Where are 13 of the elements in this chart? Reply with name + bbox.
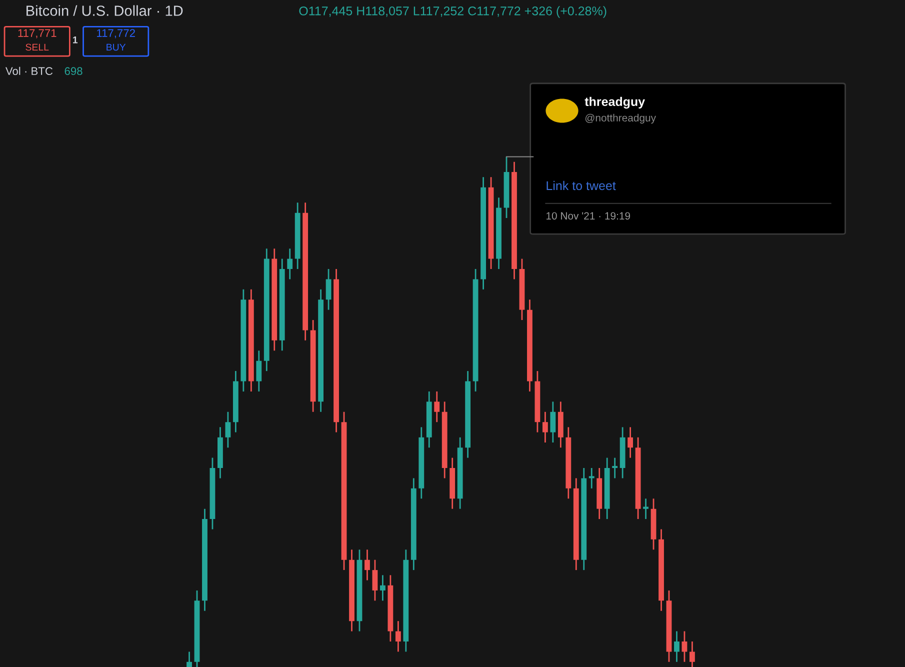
text: 117,771 — [18, 29, 56, 38]
text: 1 — [73, 36, 78, 44]
text: BUY — [106, 44, 126, 51]
annotation: 10 Nov '21 · 19:19 — [546, 212, 630, 220]
text: threadguy — [584, 96, 645, 109]
chart-subtitle: O117,445 H118,057 L117,252 C117,772 +326 (+0.28%) — [299, 6, 606, 18]
chart-title: Bitcoin / U.S. Dollar · 1D — [26, 5, 183, 16]
text: @notthreadguy — [585, 114, 656, 124]
text: SELL — [26, 44, 49, 51]
text: 117,772 — [97, 29, 135, 38]
text: 698 — [64, 67, 82, 76]
annotation: Link to tweet — [546, 180, 616, 190]
text: Vol · BTC — [5, 66, 53, 76]
